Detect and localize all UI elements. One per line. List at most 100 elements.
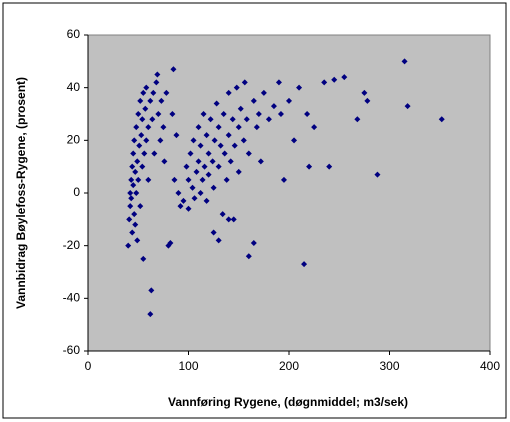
point — [241, 79, 248, 86]
point — [189, 184, 196, 191]
point — [136, 142, 143, 149]
point — [171, 176, 178, 183]
point — [130, 150, 137, 157]
y-tick-label: -40 — [63, 291, 81, 305]
x-tick-label: 200 — [279, 359, 299, 373]
point — [169, 111, 176, 117]
point — [167, 240, 174, 247]
x-axis-title: Vannføring Rygene, (døgnmiddel; m3/sek) — [168, 395, 408, 409]
point — [215, 237, 222, 244]
point — [190, 137, 197, 144]
point — [265, 116, 272, 123]
point — [128, 195, 135, 202]
point — [280, 176, 287, 183]
point — [233, 84, 240, 91]
point — [321, 79, 328, 86]
point — [201, 163, 208, 170]
point — [148, 287, 155, 294]
point — [143, 84, 150, 91]
point — [131, 211, 138, 218]
point — [137, 203, 144, 210]
point — [215, 124, 222, 131]
point — [200, 111, 207, 117]
point — [129, 229, 136, 236]
y-axis-title: Vannbidrag Bøylefoss-Rygene, (prosent) — [14, 77, 28, 309]
point — [175, 190, 182, 196]
point — [133, 124, 140, 131]
point — [135, 111, 142, 117]
point — [129, 163, 136, 170]
point — [127, 190, 134, 196]
point — [127, 203, 134, 210]
point — [223, 176, 230, 183]
point — [250, 240, 257, 247]
point — [225, 132, 232, 139]
y-tick-label: 40 — [67, 80, 81, 94]
point — [134, 237, 141, 244]
y-tick-label: -60 — [63, 343, 81, 357]
plot-area — [87, 34, 491, 352]
point — [215, 163, 222, 170]
point — [187, 150, 194, 157]
point — [185, 205, 192, 212]
point — [231, 142, 238, 149]
y-tick-label: 0 — [73, 185, 80, 199]
point — [301, 261, 308, 268]
point — [126, 216, 133, 223]
point — [229, 116, 236, 123]
point — [257, 158, 264, 165]
x-tick-label: 100 — [178, 359, 198, 373]
point — [250, 97, 257, 104]
point — [195, 124, 202, 131]
point — [153, 79, 160, 86]
point — [210, 229, 217, 236]
point — [195, 158, 202, 165]
point — [140, 89, 147, 96]
point — [140, 255, 147, 262]
point — [270, 103, 277, 110]
point — [143, 137, 150, 144]
point — [191, 195, 198, 202]
point — [235, 168, 242, 175]
y-tick-label: 20 — [67, 133, 81, 147]
point — [235, 124, 242, 131]
point — [132, 168, 139, 175]
point — [221, 150, 228, 157]
point — [219, 211, 226, 218]
point — [163, 89, 170, 96]
point — [185, 176, 192, 183]
point — [304, 111, 311, 117]
point — [135, 176, 142, 183]
point — [180, 197, 187, 204]
point — [210, 184, 217, 191]
point — [225, 216, 232, 223]
point — [354, 116, 361, 123]
point — [230, 216, 237, 223]
point — [138, 132, 145, 139]
point — [243, 116, 250, 123]
point — [154, 71, 161, 78]
point — [193, 168, 200, 175]
point — [141, 150, 148, 157]
point — [133, 190, 140, 196]
point — [220, 111, 227, 117]
point — [197, 190, 204, 196]
point — [130, 182, 137, 189]
point — [161, 158, 168, 165]
y-tick-label: -20 — [63, 238, 81, 252]
point — [438, 116, 445, 123]
point — [139, 163, 146, 170]
point — [151, 150, 158, 157]
point — [253, 124, 260, 131]
point — [157, 137, 164, 144]
point — [177, 203, 184, 210]
point — [291, 137, 298, 144]
point — [160, 124, 167, 131]
x-tick-label: 0 — [85, 359, 92, 373]
point — [205, 171, 212, 178]
point — [139, 116, 146, 123]
point — [341, 74, 348, 81]
x-tick-label: 400 — [480, 359, 500, 373]
point — [277, 111, 284, 117]
